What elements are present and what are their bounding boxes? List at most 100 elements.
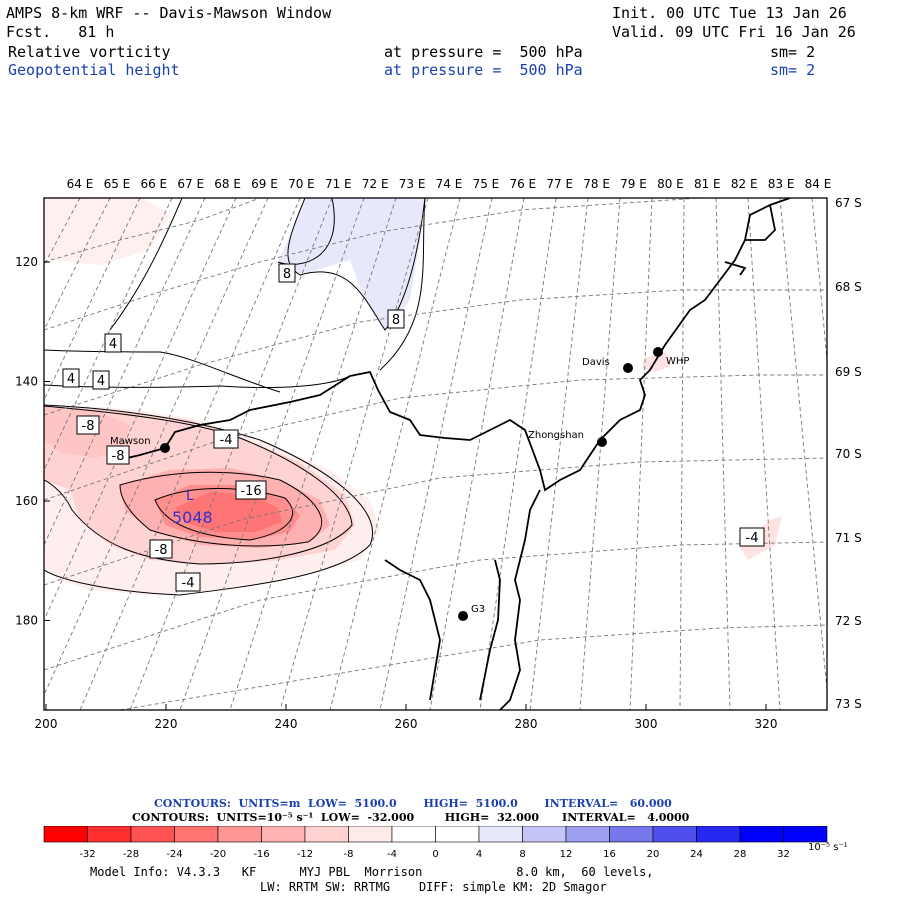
colorbar-tick-label: 28 [734,849,747,860]
svg-text:-16: -16 [240,484,261,499]
map-panel: Mawson Davis WHP Zhongshan G3 8 8 4 4 4 … [15,177,862,731]
colorbar-tick-label: 20 [647,849,660,860]
vort-contour-5 [287,198,426,331]
svg-text:-4: -4 [220,433,233,448]
height-contour-3 [109,198,183,331]
colorbar-tick-label: 16 [603,849,616,860]
valid-time: Valid. 09 UTC Fri 16 Jan 26 [612,23,856,41]
field2-level: at pressure = 500 hPa [384,61,583,79]
amery-coast [479,559,501,701]
latitude-label: 72 S [835,614,862,628]
y-tick-label: 180 [15,614,38,628]
colorbar-swatch [130,826,175,843]
colorbar-tick-label: -12 [297,849,313,860]
contour-label: -8 [76,415,100,435]
longitude-label: 76 E [509,177,536,191]
vorticity-contour-info: CONTOURS: UNITS=10⁻⁵ s⁻¹ LOW= -32.000 HI… [132,811,690,824]
field2-smoothing: sm= 2 [770,61,816,79]
colorbar: -32 -28 -24 -20 -16 -12 -8 -4 0 4 8 12 16 20 24 28 32 [43,826,828,860]
x-tick-label: 240 [275,717,298,731]
latitude-label: 67 S [835,196,862,210]
longitude-label: 66 E [140,177,167,191]
whp-station-marker [653,347,663,357]
contour-label: -16 [235,480,267,500]
colorbar-swatch [435,826,480,843]
colorbar-swatch [783,826,828,843]
vort-contour-4 [154,488,293,541]
colorbar-swatch [304,826,349,843]
longitude-label: 81 E [694,177,721,191]
latitude-label: 68 S [835,280,862,294]
height-contour-info: CONTOURS: UNITS=m LOW= 5100.0 HIGH= 5100… [154,797,672,810]
latitude-label: 69 S [835,365,862,379]
latitude-label: 71 S [835,531,862,545]
colorbar-swatch [739,826,784,843]
svg-text:4: 4 [97,374,105,389]
colorbar-tick-label: -4 [387,849,397,860]
svg-text:-8: -8 [112,449,125,464]
model-info-line1: Model Info: V4.3.3 KF MYJ PBL Morrison 8… [90,865,654,879]
longitude-label: 83 E [768,177,795,191]
longitude-label: 80 E [657,177,684,191]
longitude-label: 70 E [288,177,315,191]
colorbar-tick-label: 0 [432,849,438,860]
colorbar-swatch [609,826,654,843]
y-tick-label: 160 [15,494,38,508]
colorbar-tick-label: 32 [777,849,790,860]
longitude-label: 69 E [251,177,278,191]
colorbar-tick-label: -20 [210,849,226,860]
svg-text:-4: -4 [746,531,759,546]
longitude-label: 68 E [214,177,241,191]
vort-contour-2 [44,405,353,565]
longitude-label: 75 E [473,177,500,191]
colorbar-swatch [478,826,523,843]
vorticity-fill-whp [642,352,672,372]
colorbar-swatch [348,826,393,843]
longitude-label: 73 E [399,177,426,191]
colorbar-tick-label: -32 [79,849,95,860]
station-label-g3: G3 [471,604,485,615]
colorbar-tick-label: 24 [690,849,703,860]
longitude-label: 79 E [620,177,647,191]
colorbar-swatch [217,826,262,843]
vort-contour-3 [119,471,323,547]
zhongshan-station-marker [597,437,607,447]
mawson-station-marker [160,443,170,453]
svg-text:4: 4 [109,337,117,352]
longitude-label: 71 E [325,177,352,191]
field1-smoothing: sm= 2 [770,43,816,61]
forecast-hour: Fcst. 81 h [6,23,115,41]
svg-text:4: 4 [67,372,75,387]
contour-label: 4 [62,368,80,388]
init-time: Init. 00 UTC Tue 13 Jan 26 [612,4,847,22]
y-tick-label: 120 [15,255,38,269]
svg-text:-8: -8 [155,543,168,558]
y-tick-label: 140 [15,375,38,389]
colorbar-swatch [696,826,741,843]
svg-text:8: 8 [392,313,400,328]
colorbar-swatch [391,826,436,843]
colorbar-swatch [43,826,88,843]
colorbar-unit-label: 10⁻⁵ s⁻¹ [808,842,848,853]
colorbar-swatch [652,826,697,843]
contour-label: 8 [387,309,405,329]
longitude-label: 82 E [731,177,758,191]
colorbar-swatch [261,826,306,843]
field1-name: Relative vorticity [8,43,171,61]
svg-text:-4: -4 [182,576,195,591]
colorbar-tick-label: -8 [344,849,354,860]
davis-station-marker [623,363,633,373]
svg-text:8: 8 [283,267,291,282]
latitude-label: 70 S [835,447,862,461]
x-tick-label: 260 [395,717,418,731]
station-label-davis: Davis [582,357,610,368]
field1-level: at pressure = 500 hPa [384,43,583,61]
contour-label: -8 [106,445,130,465]
vorticity-fill-minus20 [175,492,282,532]
x-tick-label: 300 [635,717,658,731]
x-tick-label: 280 [515,717,538,731]
height-contour-1 [44,349,281,393]
contour-label: -4 [213,429,239,449]
longitude-label: 72 E [362,177,389,191]
model-info-line2: LW: RRTM SW: RRTMG DIFF: simple KM: 2D S… [260,880,607,894]
